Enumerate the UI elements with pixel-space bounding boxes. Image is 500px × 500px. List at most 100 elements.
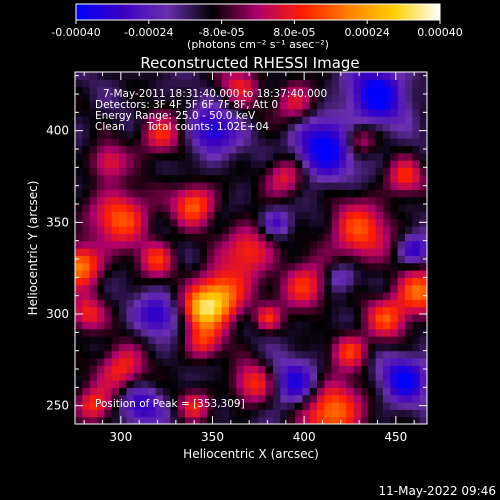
heatmap-cell <box>111 292 120 300</box>
heatmap-cell <box>97 343 105 352</box>
heatmap-cell <box>192 343 201 352</box>
heatmap-cell <box>221 350 230 359</box>
heatmap-cell <box>214 123 223 132</box>
heatmap-cell <box>236 226 245 234</box>
heatmap-cell <box>170 211 179 220</box>
heatmap-cell <box>97 189 105 198</box>
heatmap-cell <box>104 262 113 271</box>
heatmap-cell <box>412 336 421 344</box>
heatmap-cell <box>339 240 347 249</box>
heatmap-cell <box>177 394 186 403</box>
heatmap-cell <box>207 306 215 315</box>
heatmap-cell <box>111 145 120 154</box>
heatmap-cell <box>89 336 98 344</box>
heatmap-cell <box>361 108 369 117</box>
heatmap-cell <box>141 204 149 212</box>
heatmap-cell <box>258 262 267 271</box>
heatmap-cell <box>177 116 186 124</box>
heatmap-cell <box>412 314 421 322</box>
heatmap-cell <box>170 240 179 249</box>
heatmap-cell <box>324 380 333 388</box>
heatmap-cell <box>119 248 127 256</box>
heatmap-cell <box>265 284 274 293</box>
heatmap-cell <box>309 299 318 308</box>
heatmap-cell <box>221 182 230 190</box>
heatmap-cell <box>148 416 157 424</box>
heatmap-cell <box>339 160 347 168</box>
heatmap-cell <box>192 328 201 337</box>
heatmap-cell <box>280 416 289 424</box>
heatmap-cell <box>243 350 252 359</box>
heatmap-cell <box>368 380 377 388</box>
heatmap-cell <box>353 299 362 308</box>
heatmap-cell <box>133 321 142 330</box>
heatmap-cell <box>207 314 215 322</box>
heatmap-cell <box>331 328 340 337</box>
heatmap-cell <box>412 79 421 88</box>
heatmap-cell <box>280 409 289 418</box>
heatmap-cell <box>265 270 274 278</box>
heatmap-cell <box>141 218 149 227</box>
heatmap-cell <box>397 211 406 220</box>
heatmap-cell <box>339 416 347 424</box>
heatmap-cell <box>133 277 142 286</box>
heatmap-cell <box>126 277 135 286</box>
heatmap-cell <box>177 218 186 227</box>
heatmap-cell <box>111 218 120 227</box>
heatmap-cell <box>295 226 303 234</box>
heatmap-cell <box>390 248 399 256</box>
heatmap-cell <box>339 343 347 352</box>
heatmap-cell <box>192 130 201 139</box>
heatmap-cell <box>229 387 237 396</box>
heatmap-cell <box>368 328 377 337</box>
heatmap-cell <box>412 292 421 300</box>
heatmap-cell <box>82 255 91 264</box>
heatmap-cell <box>309 204 318 212</box>
heatmap-cell <box>97 336 105 344</box>
heatmap-cell <box>133 160 142 168</box>
heatmap-cell <box>126 299 135 308</box>
heatmap-cell <box>221 152 230 161</box>
heatmap-cell <box>361 182 369 190</box>
heatmap-cell <box>229 233 237 242</box>
heatmap-cell <box>280 365 289 374</box>
heatmap-cell <box>346 328 355 337</box>
heatmap-cell <box>177 299 186 308</box>
heatmap-cell <box>221 116 230 124</box>
heatmap-cell <box>243 138 252 146</box>
heatmap-cell <box>177 145 186 154</box>
heatmap-cell <box>111 233 120 242</box>
heatmap-cell <box>243 130 252 139</box>
heatmap-cell <box>133 270 142 278</box>
heatmap-cell <box>361 204 369 212</box>
heatmap-cell <box>405 372 413 381</box>
heatmap-cell <box>82 233 91 242</box>
heatmap-cell <box>280 226 289 234</box>
heatmap-cell <box>199 94 208 102</box>
heatmap-cell <box>317 270 325 278</box>
heatmap-cell <box>236 189 245 198</box>
heatmap-cell <box>75 409 83 418</box>
heatmap-cell <box>207 394 215 403</box>
heatmap-cell <box>104 402 113 410</box>
heatmap-cell <box>302 387 311 396</box>
heatmap-cell <box>419 409 427 418</box>
heatmap-cell <box>126 394 135 403</box>
heatmap-cell <box>309 226 318 234</box>
heatmap-cell <box>258 182 267 190</box>
heatmap-cell <box>229 402 237 410</box>
heatmap-cell <box>405 416 413 424</box>
heatmap-cell <box>170 189 179 198</box>
heatmap-cell <box>295 145 303 154</box>
heatmap-cell <box>405 306 413 315</box>
heatmap-cell <box>405 167 413 176</box>
heatmap-cell <box>214 116 223 124</box>
heatmap-cell <box>185 218 193 227</box>
heatmap-cell <box>302 130 311 139</box>
heatmap-cell <box>214 402 223 410</box>
heatmap-cell <box>361 160 369 168</box>
heatmap-cell <box>397 218 406 227</box>
heatmap-cell <box>353 204 362 212</box>
heatmap-cell <box>221 416 230 424</box>
heatmap-cell <box>163 343 171 352</box>
